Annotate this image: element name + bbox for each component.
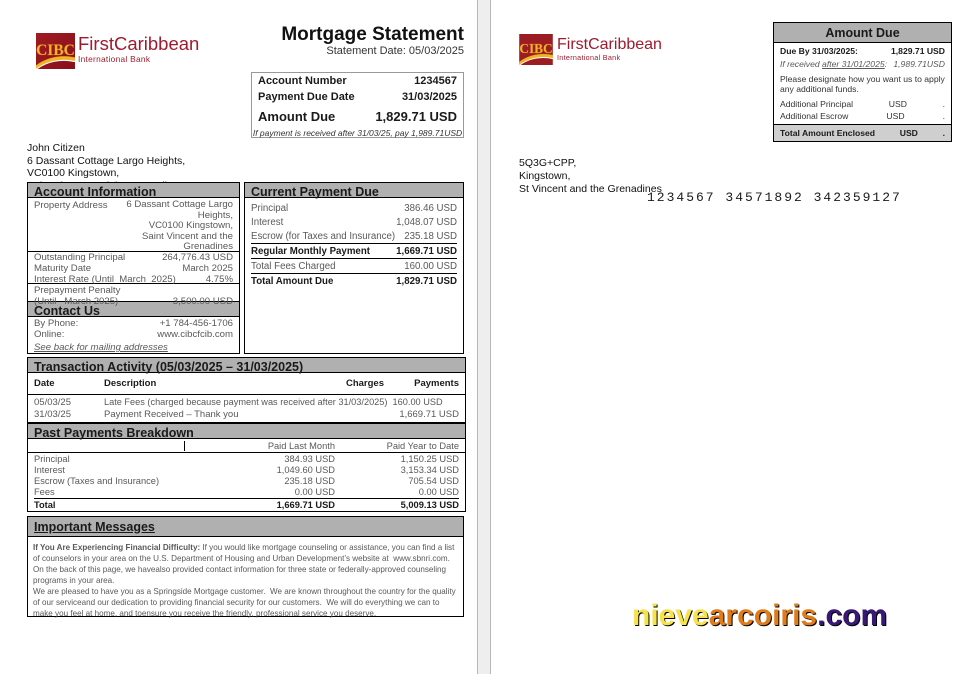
svg-text:CIBC: CIBC (36, 42, 75, 59)
svg-text:CIBC: CIBC (519, 41, 552, 56)
